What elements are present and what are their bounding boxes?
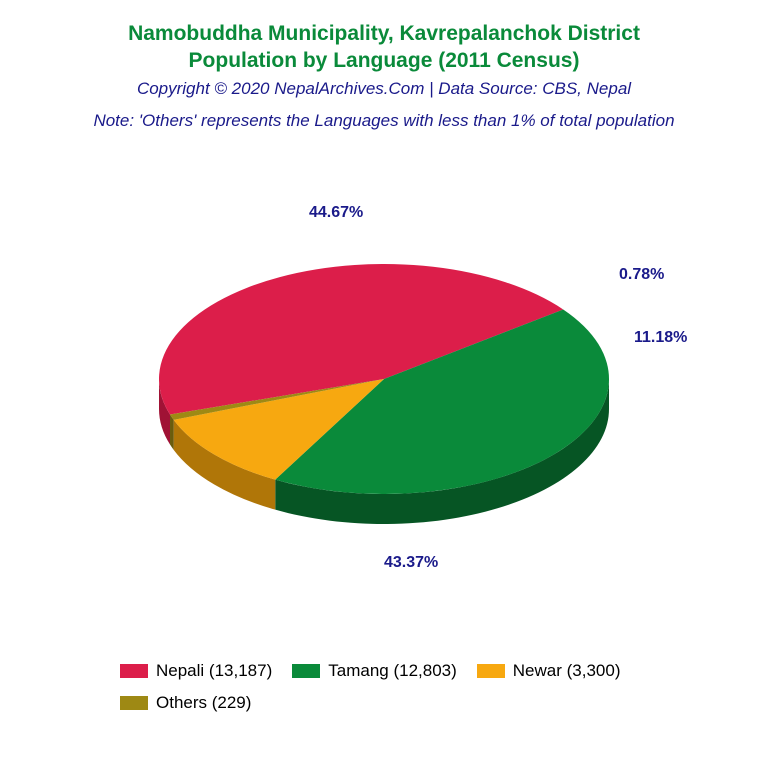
- pie-svg: [134, 209, 634, 589]
- legend-label: Tamang (12,803): [328, 661, 457, 681]
- legend-swatch: [292, 664, 320, 678]
- chart-title: Namobuddha Municipality, Kavrepalanchok …: [20, 20, 748, 75]
- copyright-text: Copyright © 2020 NepalArchives.Com | Dat…: [20, 79, 748, 99]
- legend-swatch: [477, 664, 505, 678]
- legend-item: Others (229): [120, 693, 251, 713]
- chart-container: Namobuddha Municipality, Kavrepalanchok …: [0, 0, 768, 768]
- pie-percent-label: 11.18%: [634, 329, 687, 347]
- pie-percent-label: 43.37%: [384, 554, 438, 572]
- legend-item: Newar (3,300): [477, 661, 621, 681]
- pie-percent-label: 0.78%: [619, 266, 664, 284]
- legend-label: Nepali (13,187): [156, 661, 272, 681]
- legend-item: Nepali (13,187): [120, 661, 272, 681]
- legend-swatch: [120, 664, 148, 678]
- legend-label: Others (229): [156, 693, 251, 713]
- pie-side: [170, 415, 174, 450]
- title-line-2: Population by Language (2011 Census): [189, 49, 580, 72]
- legend-label: Newar (3,300): [513, 661, 621, 681]
- legend-item: Tamang (12,803): [292, 661, 457, 681]
- pie-percent-label: 44.67%: [309, 204, 363, 222]
- legend-swatch: [120, 696, 148, 710]
- note-text: Note: 'Others' represents the Languages …: [20, 111, 748, 131]
- title-line-1: Namobuddha Municipality, Kavrepalanchok …: [128, 22, 640, 45]
- pie-chart: 44.67%0.78%11.18%43.37%: [134, 209, 634, 589]
- legend: Nepali (13,187) Tamang (12,803) Newar (3,3…: [120, 661, 718, 713]
